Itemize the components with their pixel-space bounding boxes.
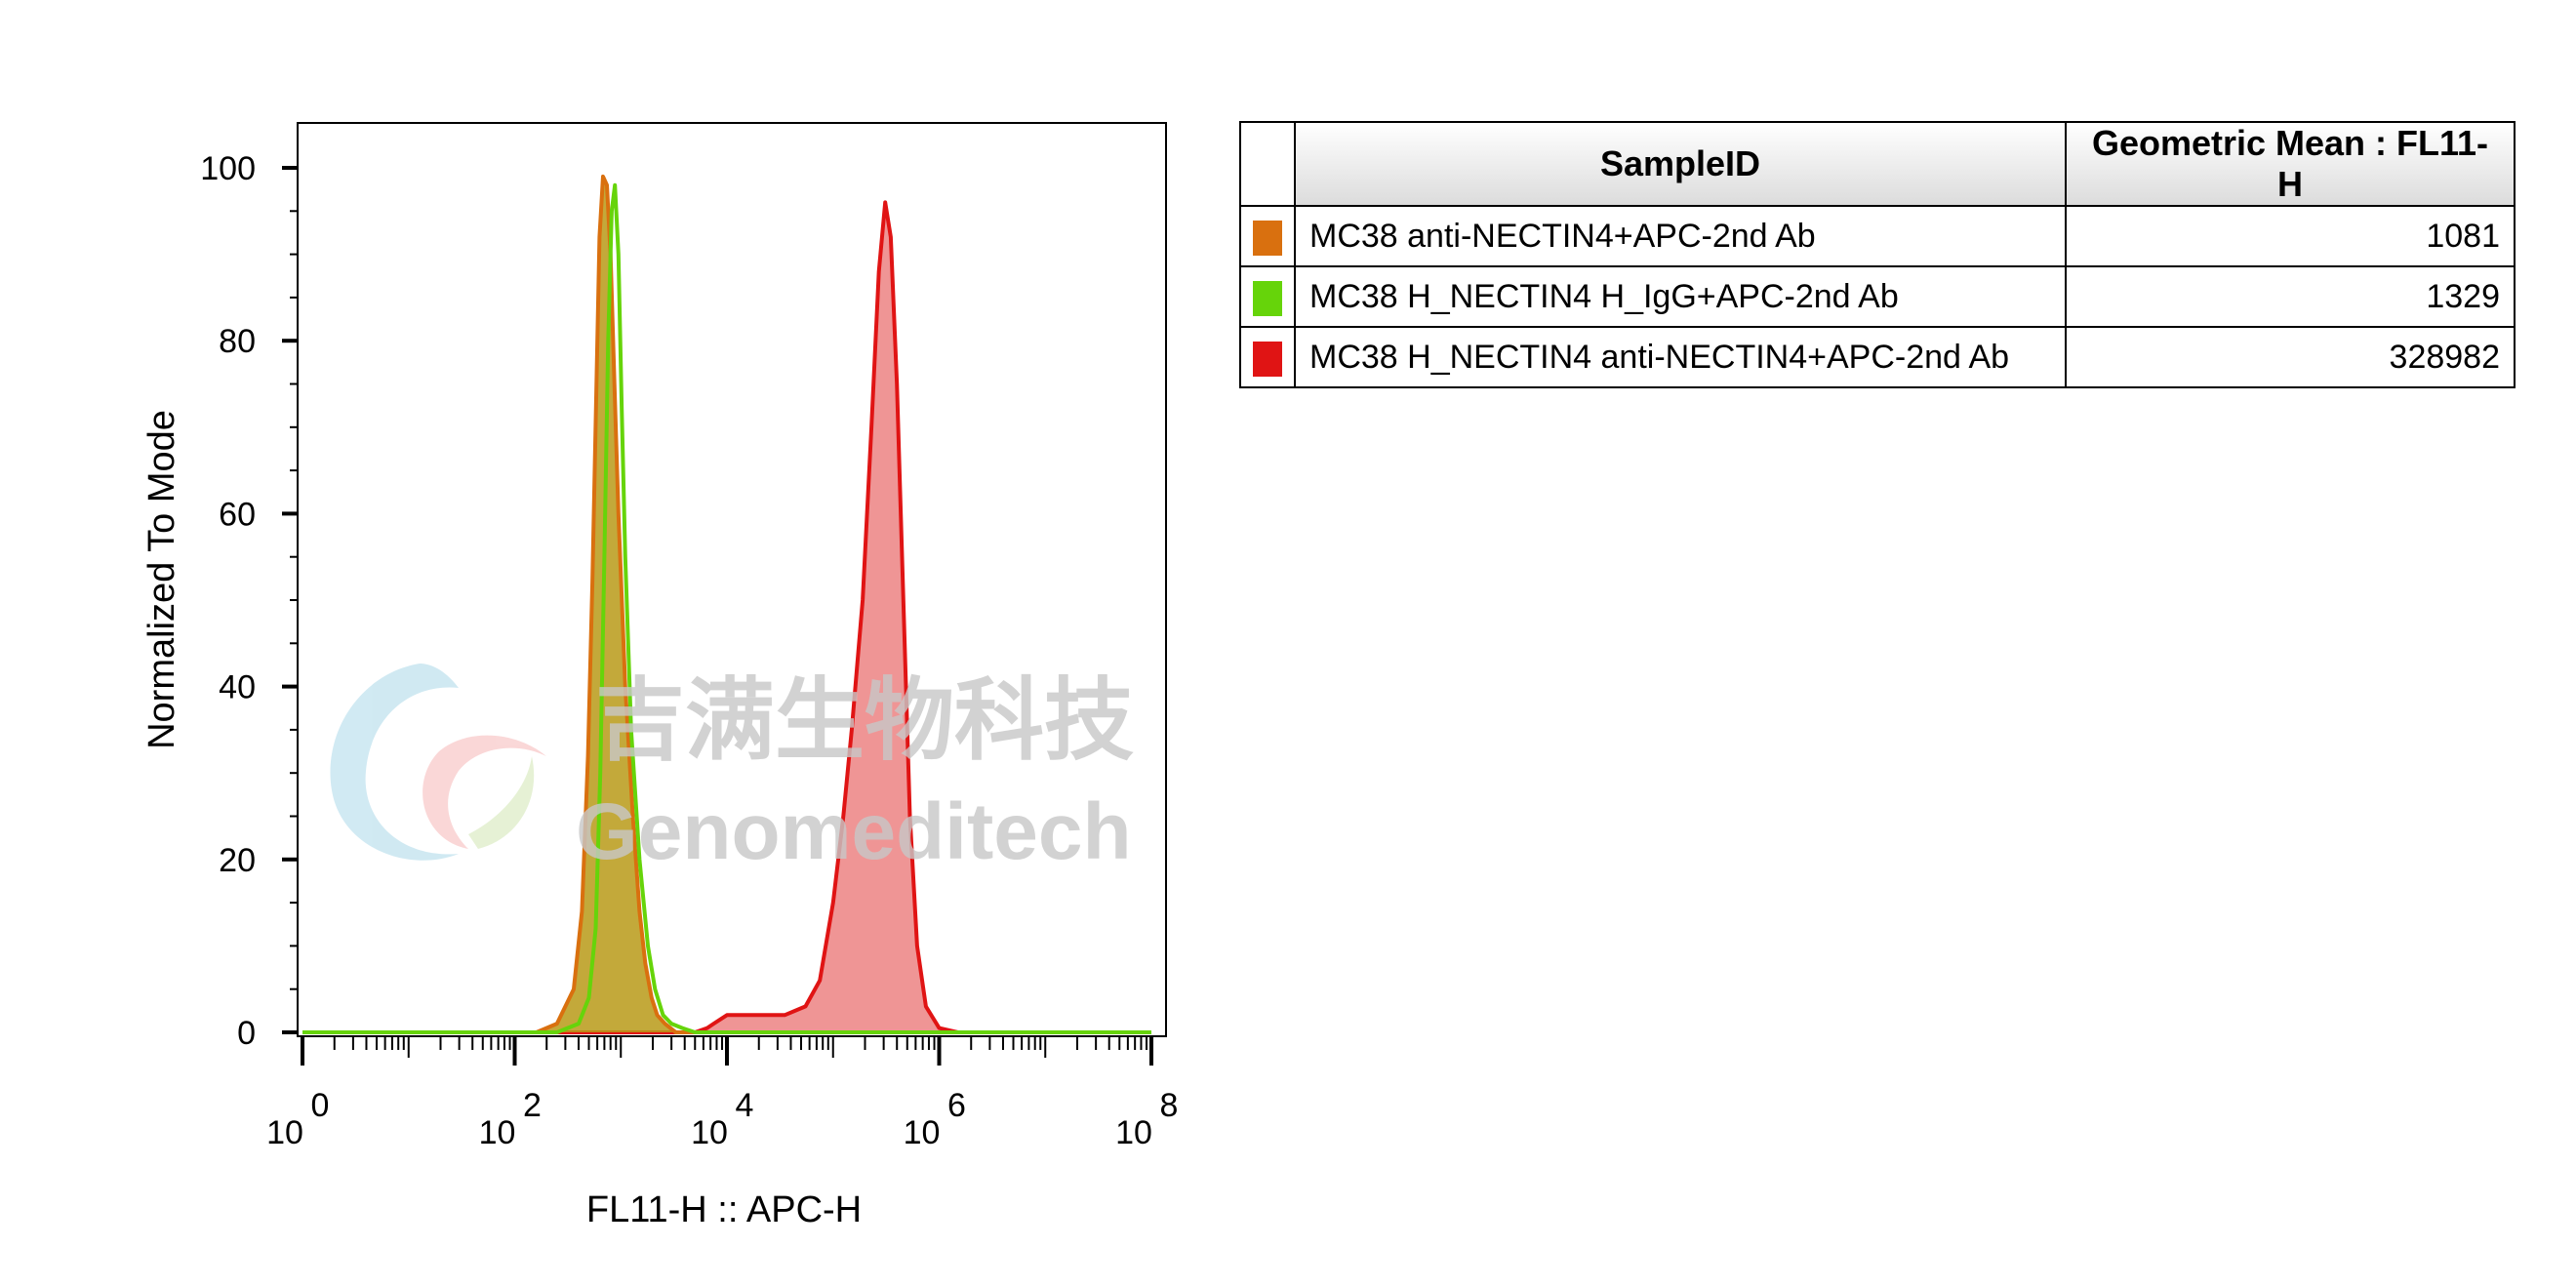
color-swatch-green [1253,280,1282,316]
header-swatch-cell [1239,121,1296,207]
x-tick-exponent: 0 [311,1087,330,1124]
geometric-mean-value: 1081 [2065,205,2516,267]
y-tick-label: 100 [200,150,256,187]
swatch-cell [1239,265,1296,328]
table-row: MC38 anti-NECTIN4+APC-2nd Ab 1081 [1239,205,2516,267]
y-tick-label: 20 [219,842,256,879]
y-tick-label: 60 [219,496,256,533]
y-tick-label: 80 [219,323,256,360]
x-tick-label: 10 [1115,1114,1152,1151]
swatch-cell [1239,326,1296,388]
series-line-1 [302,182,1151,1034]
header-sample-id: SampleID [1294,121,2067,207]
statistics-table: SampleID Geometric Mean : FL11-H MC38 an… [1239,121,2516,388]
geometric-mean-value: 1329 [2065,265,2516,328]
series-layer [302,174,1151,1034]
sample-name: MC38 H_NECTIN4 anti-NECTIN4+APC-2nd Ab [1294,326,2067,388]
x-tick-exponent: 4 [736,1087,754,1124]
sample-name: MC38 H_NECTIN4 H_IgG+APC-2nd Ab [1294,265,2067,328]
series-fill-2 [302,202,1151,1032]
series-line-0 [302,174,1151,1034]
x-tick-label: 10 [266,1114,303,1151]
x-axis-label: FL11-H :: APC-H [586,1189,862,1230]
x-tick-label: 10 [479,1114,516,1151]
table-header-row: SampleID Geometric Mean : FL11-H [1239,121,2516,207]
series-fill-0 [302,176,1151,1032]
x-tick-exponent: 8 [1160,1087,1179,1124]
y-tick-label: 0 [237,1015,256,1052]
x-tick-exponent: 2 [523,1087,542,1124]
series-line-2 [302,200,1151,1034]
y-axis: 0 20 40 60 80 100 [200,150,298,1052]
color-swatch-orange [1253,220,1282,256]
header-geometric-mean: Geometric Mean : FL11-H [2065,121,2516,207]
swatch-cell [1239,205,1296,267]
x-tick-label: 10 [904,1114,941,1151]
color-swatch-red [1253,341,1282,377]
y-axis-label: Normalized To Mode [141,410,182,749]
x-tick-exponent: 6 [947,1087,966,1124]
plot-frame [297,122,1167,1037]
geometric-mean-value: 328982 [2065,326,2516,388]
x-tick-label: 10 [691,1114,728,1151]
y-tick-label: 40 [219,669,256,706]
sample-name: MC38 anti-NECTIN4+APC-2nd Ab [1294,205,2067,267]
table-row: MC38 H_NECTIN4 anti-NECTIN4+APC-2nd Ab 3… [1239,326,2516,388]
table-row: MC38 H_NECTIN4 H_IgG+APC-2nd Ab 1329 [1239,265,2516,328]
